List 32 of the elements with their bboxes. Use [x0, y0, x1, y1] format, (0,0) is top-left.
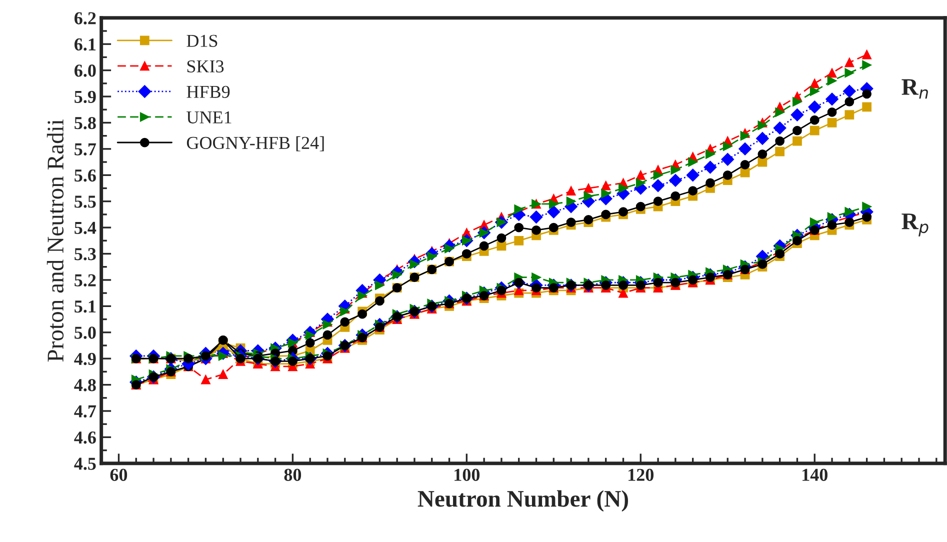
legend-label: SKI3: [187, 60, 224, 72]
y-tick-label: 4.5: [74, 458, 96, 470]
y-tick-label: 4.9: [74, 352, 96, 366]
x-axis-title: Neutron Number (N): [418, 490, 628, 512]
y-tick-label: 6.2: [74, 12, 96, 24]
legend-label: D1S: [186, 34, 218, 47]
y-tick-label: 5.4: [74, 222, 96, 234]
legend-label: GOGNY-HFB [24]: [186, 136, 324, 152]
y-tick-label: 4.6: [74, 432, 96, 444]
legend-label: UNE1: [186, 111, 232, 124]
y-tick-label: 5.8: [74, 116, 96, 130]
y-tick-label: 5.3: [74, 248, 96, 260]
y-tick-label: 4.7: [74, 405, 96, 418]
y-tick-label: 5.0: [74, 326, 96, 339]
y-tick-label: 6.1: [74, 38, 96, 51]
x-tick-label: 60: [110, 468, 128, 481]
y-axis-title: Proton and Neutron Radii: [46, 119, 64, 362]
y-tick-label: 5.2: [74, 274, 96, 286]
legend-label: HFB9: [186, 86, 230, 98]
y-tick-label: 5.1: [74, 300, 96, 313]
y-tick-label: 4.8: [74, 379, 96, 392]
y-tick-label: 5.7: [74, 143, 96, 156]
x-tick-label: 100: [454, 468, 480, 481]
y-tick-label: 5.5: [74, 196, 96, 208]
x-tick-label: 140: [802, 468, 828, 481]
annotation: R$_{p}$: [902, 214, 928, 236]
x-tick-label: 120: [628, 468, 654, 481]
x-tick-label: 80: [284, 468, 302, 481]
y-tick-label: 6.0: [74, 64, 96, 77]
y-tick-label: 5.9: [74, 90, 96, 104]
y-tick-label: 5.6: [74, 169, 96, 182]
annotation: R$_{n}$: [902, 79, 928, 99]
